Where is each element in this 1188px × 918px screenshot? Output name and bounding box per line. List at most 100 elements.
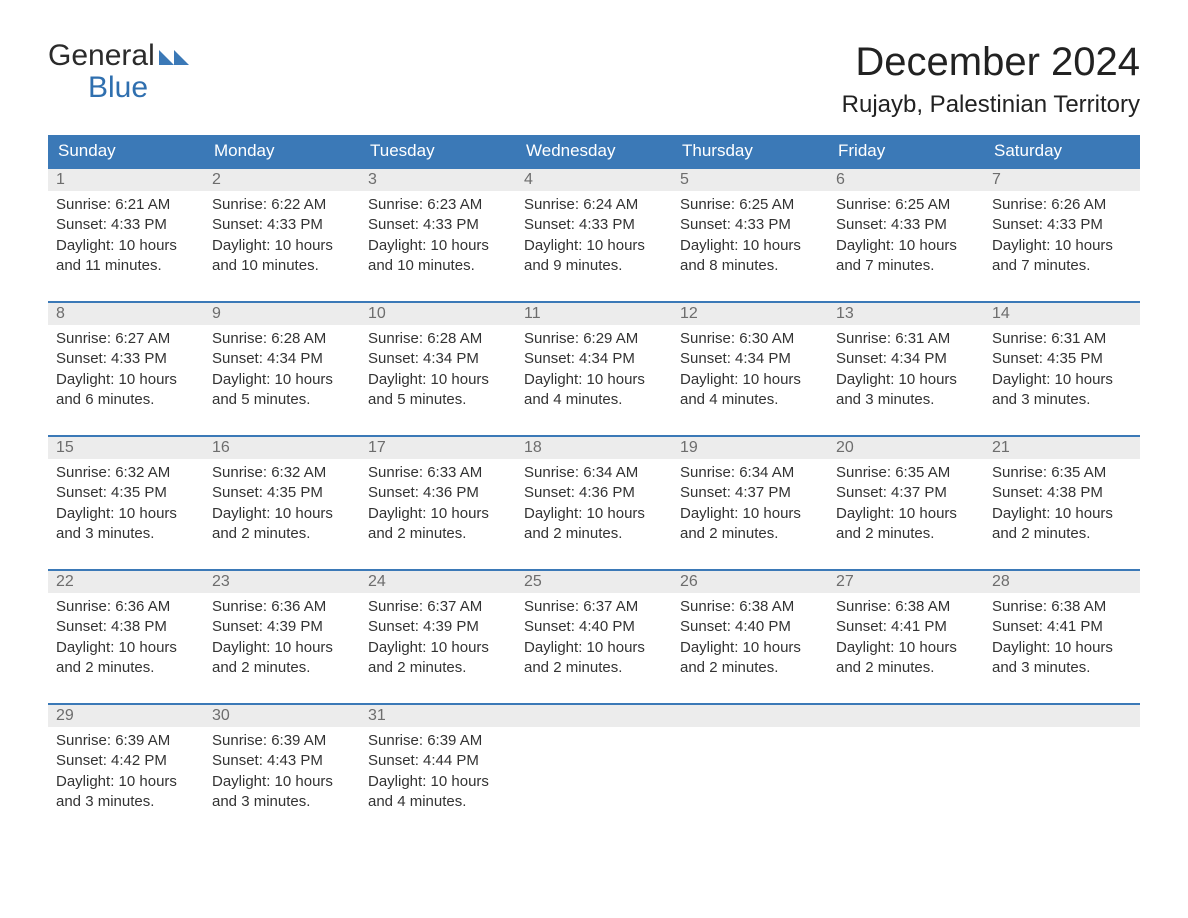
day-number: 12 (672, 301, 828, 325)
day-body: Sunrise: 6:25 AMSunset: 4:33 PMDaylight:… (672, 191, 828, 282)
sunset-text: Sunset: 4:36 PM (524, 483, 664, 503)
daylight-text-2: and 7 minutes. (992, 256, 1132, 276)
day-body: Sunrise: 6:24 AMSunset: 4:33 PMDaylight:… (516, 191, 672, 282)
calendar-day-cell: 8Sunrise: 6:27 AMSunset: 4:33 PMDaylight… (48, 301, 204, 435)
daylight-text-1: Daylight: 10 hours (680, 236, 820, 256)
sunrise-text: Sunrise: 6:35 AM (836, 463, 976, 483)
sunset-text: Sunset: 4:33 PM (56, 215, 196, 235)
day-number: 8 (48, 301, 204, 325)
sunrise-text: Sunrise: 6:36 AM (56, 597, 196, 617)
daylight-text-2: and 2 minutes. (992, 524, 1132, 544)
day-header-row: Sunday Monday Tuesday Wednesday Thursday… (48, 135, 1140, 167)
daylight-text-1: Daylight: 10 hours (992, 370, 1132, 390)
sunset-text: Sunset: 4:35 PM (56, 483, 196, 503)
sunrise-text: Sunrise: 6:25 AM (680, 195, 820, 215)
day-body: Sunrise: 6:37 AMSunset: 4:40 PMDaylight:… (516, 593, 672, 684)
sunset-text: Sunset: 4:38 PM (56, 617, 196, 637)
day-body: Sunrise: 6:38 AMSunset: 4:41 PMDaylight:… (984, 593, 1140, 684)
daylight-text-2: and 3 minutes. (56, 524, 196, 544)
day-body: Sunrise: 6:28 AMSunset: 4:34 PMDaylight:… (204, 325, 360, 416)
sunset-text: Sunset: 4:34 PM (680, 349, 820, 369)
day-number: 26 (672, 569, 828, 593)
sunset-text: Sunset: 4:34 PM (524, 349, 664, 369)
day-header: Wednesday (516, 135, 672, 167)
daylight-text-2: and 2 minutes. (680, 524, 820, 544)
day-number: 25 (516, 569, 672, 593)
day-number-bar (672, 703, 828, 727)
daylight-text-1: Daylight: 10 hours (680, 504, 820, 524)
sunset-text: Sunset: 4:33 PM (836, 215, 976, 235)
day-number-bar (984, 703, 1140, 727)
day-header: Thursday (672, 135, 828, 167)
daylight-text-2: and 2 minutes. (836, 658, 976, 678)
day-body: Sunrise: 6:22 AMSunset: 4:33 PMDaylight:… (204, 191, 360, 282)
calendar-day-cell: 13Sunrise: 6:31 AMSunset: 4:34 PMDayligh… (828, 301, 984, 435)
sunrise-text: Sunrise: 6:39 AM (212, 731, 352, 751)
calendar-day-cell (828, 703, 984, 837)
daylight-text-2: and 3 minutes. (836, 390, 976, 410)
day-number: 13 (828, 301, 984, 325)
day-header: Friday (828, 135, 984, 167)
daylight-text-1: Daylight: 10 hours (992, 236, 1132, 256)
daylight-text-2: and 2 minutes. (368, 658, 508, 678)
daylight-text-2: and 3 minutes. (992, 658, 1132, 678)
sunrise-text: Sunrise: 6:38 AM (992, 597, 1132, 617)
sunset-text: Sunset: 4:35 PM (212, 483, 352, 503)
daylight-text-2: and 4 minutes. (524, 390, 664, 410)
daylight-text-1: Daylight: 10 hours (524, 504, 664, 524)
calendar-day-cell: 29Sunrise: 6:39 AMSunset: 4:42 PMDayligh… (48, 703, 204, 837)
daylight-text-1: Daylight: 10 hours (212, 772, 352, 792)
day-number: 7 (984, 167, 1140, 191)
sunrise-text: Sunrise: 6:39 AM (368, 731, 508, 751)
day-body: Sunrise: 6:34 AMSunset: 4:37 PMDaylight:… (672, 459, 828, 550)
day-number: 19 (672, 435, 828, 459)
daylight-text-1: Daylight: 10 hours (524, 638, 664, 658)
day-number-bar (516, 703, 672, 727)
calendar-day-cell: 4Sunrise: 6:24 AMSunset: 4:33 PMDaylight… (516, 167, 672, 301)
daylight-text-2: and 5 minutes. (368, 390, 508, 410)
sunset-text: Sunset: 4:40 PM (680, 617, 820, 637)
calendar-day-cell: 28Sunrise: 6:38 AMSunset: 4:41 PMDayligh… (984, 569, 1140, 703)
sunrise-text: Sunrise: 6:32 AM (56, 463, 196, 483)
day-body (672, 727, 828, 737)
header: General Blue December 2024 Rujayb, Pales… (48, 40, 1140, 119)
sunrise-text: Sunrise: 6:32 AM (212, 463, 352, 483)
day-body: Sunrise: 6:39 AMSunset: 4:44 PMDaylight:… (360, 727, 516, 818)
day-number: 16 (204, 435, 360, 459)
sunrise-text: Sunrise: 6:34 AM (680, 463, 820, 483)
day-header: Saturday (984, 135, 1140, 167)
day-body: Sunrise: 6:36 AMSunset: 4:39 PMDaylight:… (204, 593, 360, 684)
day-number: 1 (48, 167, 204, 191)
location: Rujayb, Palestinian Territory (842, 91, 1140, 119)
daylight-text-2: and 11 minutes. (56, 256, 196, 276)
daylight-text-2: and 2 minutes. (524, 658, 664, 678)
sunset-text: Sunset: 4:44 PM (368, 751, 508, 771)
sunrise-text: Sunrise: 6:39 AM (56, 731, 196, 751)
daylight-text-1: Daylight: 10 hours (680, 370, 820, 390)
day-body (984, 727, 1140, 737)
sunset-text: Sunset: 4:40 PM (524, 617, 664, 637)
daylight-text-1: Daylight: 10 hours (56, 236, 196, 256)
sunrise-text: Sunrise: 6:37 AM (368, 597, 508, 617)
daylight-text-1: Daylight: 10 hours (524, 236, 664, 256)
daylight-text-2: and 4 minutes. (368, 792, 508, 812)
sunrise-text: Sunrise: 6:37 AM (524, 597, 664, 617)
calendar-table: Sunday Monday Tuesday Wednesday Thursday… (48, 135, 1140, 837)
sunset-text: Sunset: 4:35 PM (992, 349, 1132, 369)
logo-text-1: General (48, 40, 155, 72)
calendar-day-cell: 7Sunrise: 6:26 AMSunset: 4:33 PMDaylight… (984, 167, 1140, 301)
day-header: Tuesday (360, 135, 516, 167)
day-body: Sunrise: 6:37 AMSunset: 4:39 PMDaylight:… (360, 593, 516, 684)
day-body: Sunrise: 6:31 AMSunset: 4:34 PMDaylight:… (828, 325, 984, 416)
day-header: Sunday (48, 135, 204, 167)
daylight-text-1: Daylight: 10 hours (56, 772, 196, 792)
daylight-text-2: and 2 minutes. (836, 524, 976, 544)
calendar-day-cell: 31Sunrise: 6:39 AMSunset: 4:44 PMDayligh… (360, 703, 516, 837)
month-title: December 2024 (842, 40, 1140, 85)
daylight-text-1: Daylight: 10 hours (212, 504, 352, 524)
sunrise-text: Sunrise: 6:27 AM (56, 329, 196, 349)
sunset-text: Sunset: 4:34 PM (368, 349, 508, 369)
day-number: 29 (48, 703, 204, 727)
calendar-day-cell: 6Sunrise: 6:25 AMSunset: 4:33 PMDaylight… (828, 167, 984, 301)
calendar-day-cell: 16 Sunrise: 6:32 AMSunset: 4:35 PMDayligh… (204, 435, 360, 569)
